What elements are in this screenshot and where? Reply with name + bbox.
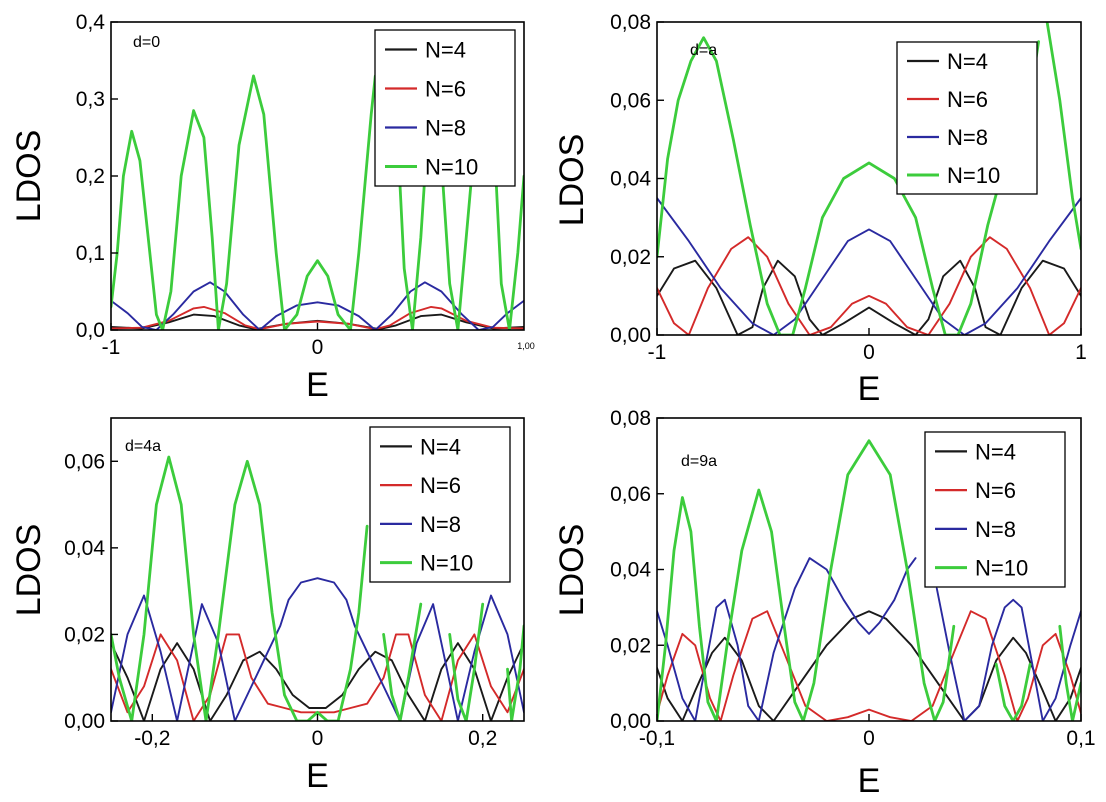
panel-annotation: d=9a — [681, 453, 717, 470]
series-line-n10 — [1045, 22, 1081, 251]
x-tick-label: -1 — [102, 336, 121, 359]
y-tick-label: 0,08 — [610, 407, 651, 430]
x-tick-label: 0,2 — [468, 727, 497, 750]
legend-box — [374, 29, 516, 187]
series-line-n10 — [657, 439, 956, 721]
series-line-n10 — [994, 662, 1032, 721]
legend-label: N=4 — [420, 434, 461, 459]
legend-label: N=10 — [947, 163, 1000, 188]
legend-box — [924, 431, 1066, 588]
legend-box — [896, 41, 1038, 195]
y-tick-label: 0,04 — [64, 537, 105, 560]
legend-label: N=4 — [947, 49, 988, 74]
x-tick-label: 0 — [863, 727, 875, 750]
y-tick-label: 0,02 — [64, 623, 105, 646]
legend: N=4 N=6 N=8 N=10 — [374, 29, 516, 187]
x-tick-label: -0,1 — [639, 727, 675, 750]
series-line-n6 — [111, 305, 524, 330]
x-tick-label: -1 — [648, 341, 667, 364]
legend-label: N=8 — [420, 512, 461, 537]
series-group — [111, 455, 524, 721]
series-line-n8 — [111, 281, 524, 330]
y-axis-label: LDOS — [553, 524, 591, 617]
series-group — [657, 439, 1081, 721]
legend-label: N=8 — [947, 125, 988, 150]
series-line-n10 — [111, 455, 369, 721]
legend-label: N=4 — [425, 38, 466, 63]
series-line-n4 — [657, 610, 1081, 721]
series-line-n10 — [506, 624, 524, 721]
y-tick-label: 0,04 — [610, 168, 651, 191]
series-line-n10 — [396, 143, 429, 330]
series-line-n4 — [657, 259, 1081, 335]
y-tick-label: 0,2 — [76, 165, 105, 188]
series-line-n6 — [657, 610, 1081, 721]
x-tick-label: 0 — [863, 341, 875, 364]
legend-label: N=10 — [425, 155, 478, 180]
y-tick-label: 0,3 — [76, 88, 105, 111]
legend: N=4 N=6 N=8 N=10 — [924, 431, 1066, 588]
y-tick-label: 0,04 — [610, 559, 651, 582]
y-tick-label: 0,08 — [610, 11, 651, 34]
y-tick-label: 0,00 — [610, 324, 651, 347]
x-tick-label: 0 — [312, 727, 324, 750]
y-tick-label: 0,00 — [610, 710, 651, 733]
panel-annotation: d=0 — [133, 34, 160, 51]
y-axis-label: LDOS — [10, 130, 48, 223]
legend-label: N=8 — [425, 116, 466, 141]
series-line-n10 — [1058, 624, 1081, 721]
series-group — [111, 74, 524, 330]
legend-label: N=10 — [420, 551, 473, 576]
legend-label: N=6 — [975, 478, 1016, 503]
legend: N=4 N=6 N=8 N=10 — [896, 41, 1038, 195]
y-tick-label: 0,06 — [610, 89, 651, 112]
x-axis-label: E — [306, 757, 329, 795]
x-tick-label: -0,2 — [134, 727, 170, 750]
series-line-n6 — [657, 236, 1081, 335]
y-tick-label: 0,0 — [76, 319, 105, 342]
x-axis-label: E — [858, 762, 881, 800]
legend: N=4 N=6 N=8 N=10 — [369, 426, 511, 583]
x-tick-label: 1 — [1075, 341, 1087, 364]
series-line-n10 — [657, 36, 998, 335]
y-tick-label: 0,06 — [64, 450, 105, 473]
series-line-n10 — [493, 159, 524, 330]
series-line-n10 — [111, 74, 381, 330]
panel-annotation: d=4a — [125, 438, 161, 455]
series-line-n8 — [111, 577, 524, 721]
x-tick-label: 0 — [312, 336, 324, 359]
series-line-n10 — [448, 602, 485, 721]
y-tick-label: 0,1 — [76, 242, 105, 265]
legend-label: N=8 — [975, 517, 1016, 542]
y-tick-label: 0,06 — [610, 483, 651, 506]
x-axis-label: E — [306, 366, 329, 404]
legend-label: N=4 — [975, 439, 1016, 464]
y-axis-label: LDOS — [10, 524, 48, 617]
x-tick-label: 0,1 — [1066, 727, 1095, 750]
y-tick-label: 0,00 — [64, 710, 105, 733]
x-tick-label-small: 1,00 — [517, 341, 535, 351]
legend-label: N=6 — [947, 87, 988, 112]
series-line-n8 — [935, 587, 1081, 721]
y-tick-label: 0,4 — [76, 11, 106, 34]
y-tick-label: 0,02 — [610, 246, 651, 269]
legend-label: N=10 — [975, 556, 1028, 581]
y-tick-label: 0,02 — [610, 634, 651, 657]
series-line-n10 — [440, 143, 476, 330]
legend-label: N=6 — [425, 77, 466, 102]
panel-annotation: d=a — [690, 42, 717, 59]
series-line-n8 — [657, 557, 917, 721]
panel-4: 0,00 0,02 0,04 0,06 0,08 -0,1 0 0,1 LDOS Ed=9a N=4… — [553, 407, 1096, 800]
x-axis-label: E — [858, 370, 881, 408]
series-line-n10 — [382, 602, 423, 721]
series-line-n8 — [657, 197, 1081, 335]
legend-label: N=6 — [420, 473, 461, 498]
legend-box — [369, 426, 511, 583]
y-axis-label: LDOS — [553, 134, 591, 227]
